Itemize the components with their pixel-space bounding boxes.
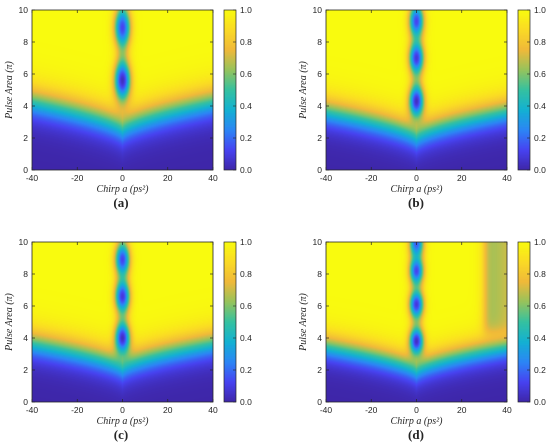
x-tick-label: -20 <box>71 405 84 415</box>
heatmap-image <box>32 10 213 170</box>
y-tick-label: 0 <box>317 397 322 407</box>
colorbar-tick-label: 0.8 <box>240 37 252 47</box>
y-tick-label: 0 <box>23 165 28 175</box>
x-tick-label: -40 <box>320 173 333 183</box>
y-tick-label: 6 <box>317 69 322 79</box>
colorbar-tick-label: 0.6 <box>534 69 546 79</box>
y-tick-label: 10 <box>19 237 29 247</box>
y-axis-label: Pulse Area (π) <box>4 292 15 351</box>
x-tick-label: 0 <box>120 405 125 415</box>
colorbar-tick-label: 0.2 <box>240 365 252 375</box>
x-axis-label: Chirp a (ps²) <box>97 416 150 427</box>
y-tick-label: 2 <box>23 365 28 375</box>
colorbar-tick-label: 0.4 <box>240 101 252 111</box>
x-axis-label: Chirp a (ps²) <box>391 184 444 195</box>
x-axis-label: Chirp a (ps²) <box>97 184 150 195</box>
colorbar-tick-label: 0.2 <box>240 133 252 143</box>
colorbar-tick-label: 0.6 <box>534 301 546 311</box>
x-axis-label: Chirp a (ps²) <box>391 416 444 427</box>
y-tick-label: 4 <box>23 333 28 343</box>
y-tick-label: 2 <box>317 133 322 143</box>
panel-d: -40 -20 0 20 40 0 2 4 6 8 10 Chirp a (ps²) Pulse Are… <box>298 237 546 442</box>
colorbar-tick-label: 0.6 <box>240 69 252 79</box>
colorbar-tick-label: 0.4 <box>240 333 252 343</box>
y-tick-label: 6 <box>317 301 322 311</box>
y-tick-label: 6 <box>23 69 28 79</box>
y-tick-label: 10 <box>313 5 323 15</box>
panel-a: -40 -20 0 20 40 0 2 4 6 8 10 Chirp a (ps²) Pulse Are… <box>4 5 252 210</box>
x-tick-label: 20 <box>457 405 467 415</box>
y-tick-label: 8 <box>23 269 28 279</box>
colorbar-tick-label: 0.8 <box>240 269 252 279</box>
y-axis-label: Pulse Area (π) <box>4 60 15 119</box>
x-tick-label: 40 <box>502 405 512 415</box>
x-tick-label: 20 <box>163 173 173 183</box>
x-tick-label: -20 <box>365 173 378 183</box>
panel-label: (d) <box>408 427 424 442</box>
x-tick-label: 20 <box>163 405 173 415</box>
heatmap-image <box>32 242 213 402</box>
colorbar-tick-label: 1.0 <box>240 5 252 15</box>
panel-c: -40 -20 0 20 40 0 2 4 6 8 10 Chirp a (ps²) Pulse Are… <box>4 237 252 442</box>
x-tick-label: 0 <box>120 173 125 183</box>
x-tick-label: -40 <box>26 405 39 415</box>
panel-label: (b) <box>408 195 424 210</box>
x-tick-label: 0 <box>414 405 419 415</box>
y-tick-label: 0 <box>317 165 322 175</box>
colorbar-tick-label: 0.2 <box>534 133 546 143</box>
x-tick-label: 40 <box>208 173 218 183</box>
colorbar-tick-label: 1.0 <box>240 237 252 247</box>
x-tick-label: -20 <box>365 405 378 415</box>
colorbar-tick-label: 0.2 <box>534 365 546 375</box>
y-tick-label: 4 <box>317 333 322 343</box>
colorbar-tick-label: 0.8 <box>534 37 546 47</box>
heatmap-image <box>326 242 507 402</box>
y-tick-label: 0 <box>23 397 28 407</box>
x-tick-label: -40 <box>320 405 333 415</box>
y-tick-label: 10 <box>313 237 323 247</box>
x-tick-label: -40 <box>26 173 39 183</box>
y-axis-label: Pulse Area (π) <box>298 292 309 351</box>
x-tick-label: 20 <box>457 173 467 183</box>
colorbar-frame <box>223 241 237 403</box>
colorbar-gradient <box>518 242 530 402</box>
colorbar-tick-label: 0.8 <box>534 269 546 279</box>
colorbar-frame <box>517 241 531 403</box>
colorbar-tick-label: 0.0 <box>240 397 252 407</box>
colorbar-frame <box>223 9 237 171</box>
y-tick-label: 6 <box>23 301 28 311</box>
y-tick-label: 8 <box>23 37 28 47</box>
colorbar-tick-label: 0.4 <box>534 333 546 343</box>
colorbar-tick-label: 0.6 <box>240 301 252 311</box>
panel-b: -40 -20 0 20 40 0 2 4 6 8 10 Chirp a (ps²) Pulse Are… <box>298 5 546 210</box>
colorbar-tick-label: 0.0 <box>534 165 546 175</box>
x-tick-label: 40 <box>208 405 218 415</box>
colorbar-gradient <box>224 242 236 402</box>
colorbar-tick-label: 0.0 <box>534 397 546 407</box>
heatmap-image <box>326 10 507 170</box>
y-tick-label: 4 <box>317 101 322 111</box>
panel-label: (c) <box>114 427 128 442</box>
x-tick-label: -20 <box>71 173 84 183</box>
colorbar-tick-label: 1.0 <box>534 237 546 247</box>
y-tick-label: 8 <box>317 269 322 279</box>
colorbar-gradient <box>518 10 530 170</box>
colorbar-frame <box>517 9 531 171</box>
y-tick-label: 2 <box>317 365 322 375</box>
panel-label: (a) <box>113 195 128 210</box>
y-axis-label: Pulse Area (π) <box>298 60 309 119</box>
colorbar-tick-label: 0.4 <box>534 101 546 111</box>
colorbar-tick-label: 0.0 <box>240 165 252 175</box>
y-tick-label: 2 <box>23 133 28 143</box>
x-tick-label: 0 <box>414 173 419 183</box>
x-tick-label: 40 <box>502 173 512 183</box>
y-tick-label: 10 <box>19 5 29 15</box>
colorbar-gradient <box>224 10 236 170</box>
y-tick-label: 8 <box>317 37 322 47</box>
y-tick-label: 4 <box>23 101 28 111</box>
colorbar-tick-label: 1.0 <box>534 5 546 15</box>
